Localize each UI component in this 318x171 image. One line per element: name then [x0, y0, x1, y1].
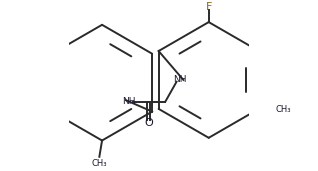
Text: CH₃: CH₃	[92, 159, 107, 168]
Text: F: F	[205, 2, 212, 12]
Text: NH: NH	[173, 75, 187, 84]
Text: O: O	[144, 118, 153, 128]
Text: CH₃: CH₃	[275, 105, 291, 114]
Text: NH: NH	[122, 97, 136, 106]
